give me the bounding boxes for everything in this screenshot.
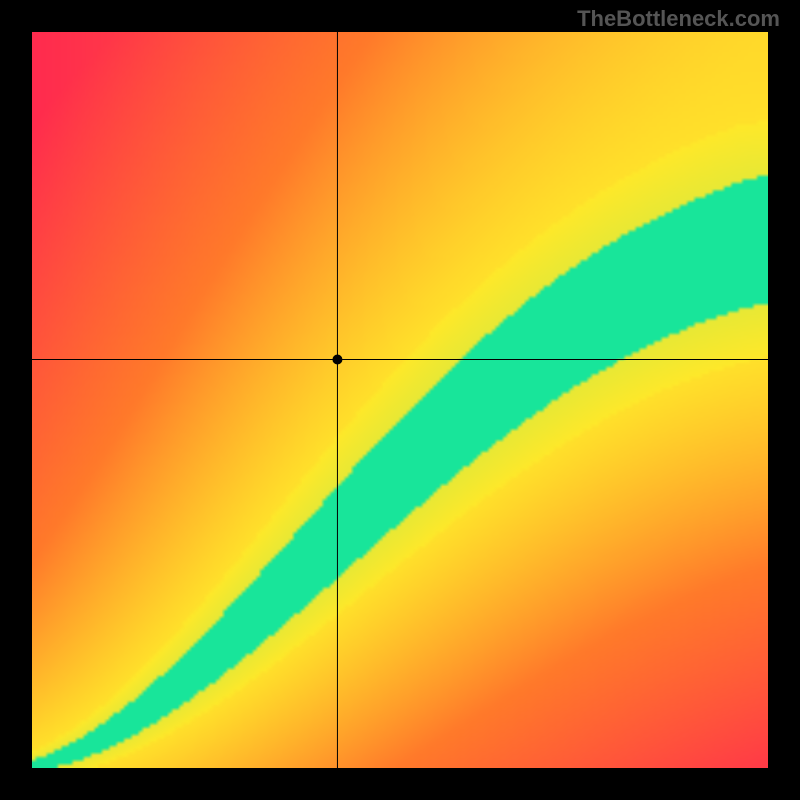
watermark-text: TheBottleneck.com: [577, 6, 780, 32]
chart-container: { "watermark": { "text": "TheBottleneck.…: [0, 0, 800, 800]
bottleneck-heatmap: [32, 32, 768, 768]
